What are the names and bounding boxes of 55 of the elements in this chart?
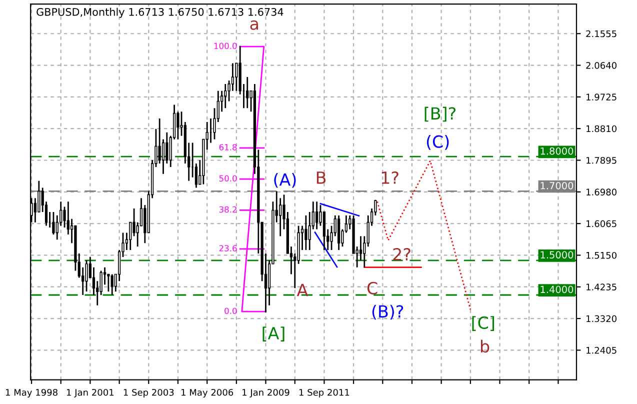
candlestick (52, 211, 55, 236)
annotation: 1? (382, 171, 398, 184)
y-tick-label: 1.8810 (586, 125, 616, 132)
annotation: [A] (262, 326, 284, 342)
annotation: (A) (274, 172, 296, 188)
y-tick-label: 1.6980 (586, 188, 616, 196)
annotation: 61.8 (219, 144, 237, 150)
candlestick (304, 214, 308, 251)
x-tick-label: 1 Jan 2009 (242, 388, 290, 398)
annotation: [B]? (424, 106, 456, 122)
annotation: [C] (472, 316, 494, 331)
ref-line-label: 1.4000 (540, 286, 574, 294)
annotation: B (316, 172, 326, 184)
x-tick-label: 1 May 2006 (182, 388, 234, 398)
candlestick (246, 76, 249, 109)
y-tick-label: 1.7895 (586, 156, 616, 164)
annotation: a (250, 20, 258, 30)
candlestick (224, 83, 227, 109)
y-tick-label: 1.5150 (586, 252, 616, 259)
y-tick-label: 1.6065 (586, 220, 616, 228)
y-tick-label: 1.9725 (586, 94, 616, 100)
y-tick-label: 2.1555 (586, 30, 616, 38)
y-tick-label: 1.4235 (586, 284, 616, 290)
candlestick (166, 132, 168, 164)
ref-line-label: 1.8000 (540, 147, 574, 155)
candlestick (110, 274, 114, 296)
x-tick-label: 1 May 1998 (6, 388, 58, 398)
annotation: (C) (426, 135, 449, 150)
annotation: 23.6 (219, 245, 237, 252)
annotation: C (367, 282, 378, 294)
annotation: 38.2 (219, 206, 236, 213)
candlestick (231, 62, 234, 92)
candlestick (176, 110, 180, 140)
candlestick (158, 118, 161, 164)
x-tick-label: 1 Jan 2001 (66, 388, 114, 398)
annotation: 0.0 (224, 308, 237, 314)
y-tick-label: 1.3320 (586, 315, 616, 322)
candlestick (129, 222, 132, 251)
annotation: 100.0 (214, 42, 237, 50)
x-tick-label: 1 Sep 2003 (124, 388, 174, 398)
candlestick (359, 235, 362, 262)
ref-line-label: 1.7000 (540, 182, 574, 190)
ref-line-label: 1.5000 (540, 251, 574, 259)
annotation: 50.0 (219, 175, 237, 182)
candlestick (235, 62, 238, 92)
annotation: 2? (393, 248, 410, 260)
annotation: A (296, 284, 308, 296)
chart-title: GBPUSD,Monthly 1.6713 1.6750 1.6713 1.6734 (36, 8, 284, 18)
candlestick (85, 260, 88, 292)
candlestick (315, 200, 318, 230)
y-tick-label: 2.0640 (586, 62, 616, 69)
annotation: (B)? (372, 304, 404, 320)
annotation: b (480, 340, 490, 353)
x-tick-label: 1 Sep 2011 (299, 388, 350, 398)
y-tick-label: 1.2405 (586, 346, 616, 354)
